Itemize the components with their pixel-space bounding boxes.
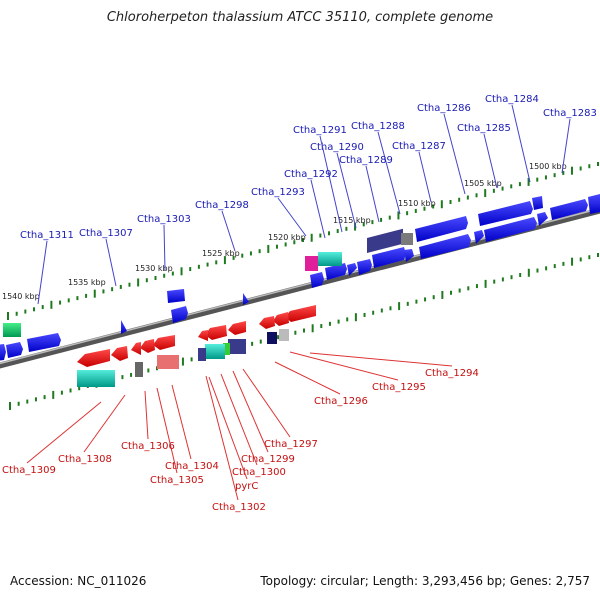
reverse-leader-line — [144, 390, 149, 440]
scale-label: 1520 kbp — [268, 233, 306, 242]
reverse-leader-line — [274, 361, 341, 395]
reverse-gene-label[interactable]: Ctha_1309 — [2, 465, 56, 476]
genome-summary: Topology: circular; Length: 3,293,456 bp… — [260, 574, 590, 588]
reverse-gene-shapes — [77, 305, 316, 367]
forward-leader-line — [319, 135, 343, 233]
forward-gene-label[interactable]: Ctha_1290 — [310, 142, 364, 153]
forward-leader-line — [377, 131, 401, 215]
reverse-colored-shapes — [77, 329, 289, 387]
forward-gene-label[interactable]: Ctha_1283 — [543, 108, 597, 119]
forward-gene-label[interactable]: Ctha_1291 — [293, 125, 347, 136]
forward-colored-shapes — [3, 228, 413, 337]
scale-label: 1510 kbp — [398, 199, 436, 208]
scale-label: 1500 kbp — [529, 162, 567, 171]
reverse-gene-label[interactable]: Ctha_1305 — [150, 475, 204, 486]
reverse-gene-label[interactable]: Ctha_1296 — [314, 396, 368, 407]
reverse-leader-line — [232, 370, 269, 453]
map-title: Chloroherpeton thalassium ATCC 35110, co… — [106, 10, 494, 25]
forward-gene-label[interactable]: Ctha_1311 — [20, 230, 74, 241]
reverse-gene-label[interactable]: Ctha_1302 — [212, 502, 266, 513]
forward-gene-label[interactable]: Ctha_1293 — [251, 187, 305, 198]
scale-labels: 1500 kbp 1505 kbp 1510 kbp 1515 kbp 1520 kbp… — [2, 162, 567, 301]
reverse-leader-line — [309, 352, 453, 367]
reverse-gene-labels: Ctha_1294 Ctha_1295 Ctha_1296 Ctha_1297 Ctha… — [2, 351, 479, 513]
forward-gene-shapes — [0, 194, 600, 361]
reverse-gene-label[interactable]: Ctha_1294 — [425, 368, 479, 379]
reverse-leader-line — [205, 375, 239, 501]
forward-gene-label[interactable]: Ctha_1298 — [195, 200, 249, 211]
reverse-leader-line — [171, 384, 192, 460]
scale-ticks-outer — [7, 162, 599, 320]
forward-gene-label[interactable]: Ctha_1284 — [485, 94, 539, 105]
reverse-leader-line — [156, 387, 178, 474]
scale-label: 1505 kbp — [464, 179, 502, 188]
reverse-gene-label[interactable]: Ctha_1308 — [58, 454, 112, 465]
reverse-leader-line — [208, 376, 248, 480]
scale-label: 1525 kbp — [202, 249, 240, 258]
reverse-gene-label[interactable]: Ctha_1306 — [121, 441, 175, 452]
forward-leader-line — [511, 104, 531, 183]
reverse-gene-label[interactable]: Ctha_1297 — [264, 439, 318, 450]
reverse-gene-label[interactable]: Ctha_1299 — [241, 454, 295, 465]
reverse-leader-line — [289, 351, 399, 381]
forward-gene-label[interactable]: Ctha_1285 — [457, 123, 511, 134]
forward-leader-line — [163, 224, 166, 271]
accession-text: Accession: NC_011026 — [10, 574, 147, 588]
forward-leader-line — [105, 238, 117, 287]
reverse-gene-label[interactable]: Ctha_1295 — [372, 382, 426, 393]
forward-gene-label[interactable]: Ctha_1289 — [339, 155, 393, 166]
forward-leader-line — [37, 240, 48, 305]
scale-label: 1535 kbp — [68, 278, 106, 287]
forward-gene-labels: Ctha_1283 Ctha_1284 Ctha_1285 Ctha_1286 Ctha… — [20, 94, 597, 305]
scale-label: 1515 kbp — [333, 216, 371, 225]
reverse-leader-line — [220, 373, 258, 466]
reverse-leader-line — [242, 368, 291, 438]
reverse-leader-line — [26, 401, 102, 464]
forward-gene-label[interactable]: Ctha_1303 — [137, 214, 191, 225]
forward-gene-label[interactable]: Ctha_1288 — [351, 121, 405, 132]
reverse-gene-label[interactable]: Ctha_1300 — [232, 467, 286, 478]
scale-label: 1530 kbp — [135, 264, 173, 273]
forward-leader-line — [365, 165, 380, 223]
reverse-gene-label[interactable]: pyrC — [235, 481, 258, 492]
forward-leader-line — [310, 179, 326, 239]
forward-gene-label[interactable]: Ctha_1292 — [284, 169, 338, 180]
reverse-gene-label[interactable]: Ctha_1304 — [165, 461, 219, 472]
forward-leader-line — [336, 152, 357, 229]
forward-leader-line — [418, 151, 432, 203]
forward-gene-label[interactable]: Ctha_1286 — [417, 103, 471, 114]
forward-leader-line — [443, 113, 466, 195]
forward-leader-line — [277, 197, 307, 237]
scale-label: 1540 kbp — [2, 292, 40, 301]
forward-leader-line — [221, 210, 236, 252]
forward-gene-label[interactable]: Ctha_1287 — [392, 141, 446, 152]
forward-leader-line — [561, 118, 571, 174]
reverse-leader-line — [83, 394, 126, 453]
forward-gene-label[interactable]: Ctha_1307 — [79, 228, 133, 239]
forward-leader-line — [483, 133, 498, 189]
